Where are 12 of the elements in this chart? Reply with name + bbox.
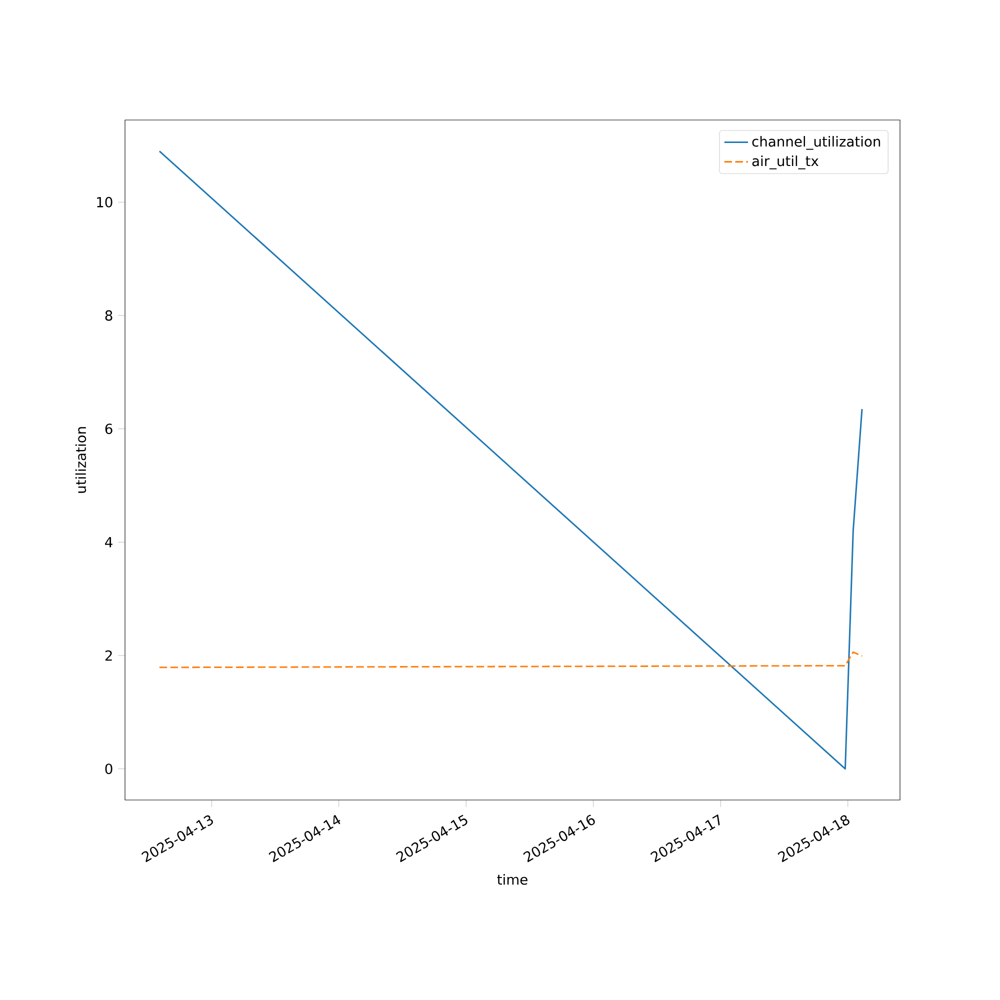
y-axis-title: utilization bbox=[75, 427, 86, 493]
y-tick-label: 6 bbox=[105, 424, 112, 434]
legend-label: channel_utilization bbox=[752, 136, 880, 150]
x-axis-title: time bbox=[497, 874, 528, 885]
y-tick-label: 2 bbox=[105, 650, 112, 661]
y-tick-label: 4 bbox=[105, 537, 112, 548]
y-tick-label: 8 bbox=[105, 310, 112, 321]
line-series bbox=[158, 651, 863, 668]
y-tick-label: 10 bbox=[97, 196, 112, 208]
legend-label: air_util_tx bbox=[752, 156, 818, 170]
line-series bbox=[158, 150, 863, 770]
y-tick-label: 0 bbox=[105, 764, 112, 774]
